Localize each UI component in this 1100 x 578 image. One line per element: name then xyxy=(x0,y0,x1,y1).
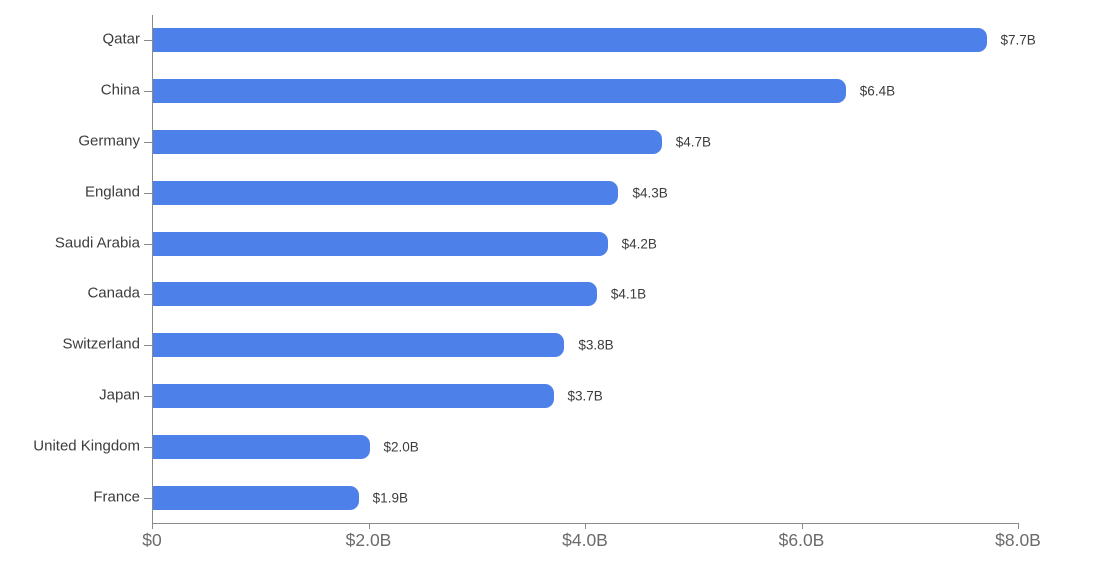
bar xyxy=(153,333,565,358)
x-axis-tick xyxy=(152,523,153,529)
x-axis-tick-label: $6.0B xyxy=(778,530,825,550)
value-label: $6.4B xyxy=(859,83,896,99)
category-tick xyxy=(144,91,152,93)
bar xyxy=(153,282,597,307)
bar xyxy=(153,28,987,53)
bar xyxy=(153,384,554,408)
category-tick xyxy=(144,192,152,194)
category-tick xyxy=(144,142,152,143)
category-tick xyxy=(144,243,152,245)
x-axis-tick-label: $4.0B xyxy=(562,530,608,550)
value-label: $3.8B xyxy=(578,337,614,353)
bar xyxy=(153,485,359,510)
category-tick xyxy=(144,396,152,397)
category-label: Switzerland xyxy=(62,335,140,353)
x-axis-tick-label: $2.0B xyxy=(345,530,392,550)
value-label: $4.3B xyxy=(632,185,668,201)
bar xyxy=(153,434,370,459)
value-label: $4.7B xyxy=(675,134,712,150)
x-axis-tick-label: $8.0B xyxy=(995,530,1041,550)
x-axis-tick-label: $0 xyxy=(142,530,162,550)
category-tick xyxy=(144,40,152,42)
bar xyxy=(153,231,608,256)
category-tick xyxy=(144,294,152,296)
category-tick xyxy=(144,345,152,347)
x-axis-tick xyxy=(1018,523,1019,529)
value-label: $2.0B xyxy=(383,439,419,455)
bar xyxy=(153,180,619,205)
category-tick xyxy=(144,446,152,448)
category-label: Saudi Arabia xyxy=(54,234,140,252)
category-label: China xyxy=(100,81,140,99)
value-label: $3.7B xyxy=(567,388,603,404)
bar xyxy=(153,130,662,154)
category-label: Canada xyxy=(87,285,140,303)
x-axis-tick xyxy=(585,523,586,529)
y-axis-line xyxy=(152,15,153,524)
x-axis-tick xyxy=(801,523,803,529)
category-label: Qatar xyxy=(102,31,140,49)
value-label: $1.9B xyxy=(372,490,408,506)
category-label: Japan xyxy=(99,386,140,404)
bar xyxy=(153,79,846,104)
category-label: United Kingdom xyxy=(33,437,140,455)
value-label: $4.1B xyxy=(610,286,647,302)
category-tick xyxy=(144,497,152,499)
category-label: Germany xyxy=(78,132,140,150)
value-label: $4.2B xyxy=(621,236,657,252)
category-label: England xyxy=(84,183,140,201)
category-label: France xyxy=(93,488,140,506)
x-axis-tick xyxy=(368,523,370,529)
value-label: $7.7B xyxy=(1000,32,1036,48)
